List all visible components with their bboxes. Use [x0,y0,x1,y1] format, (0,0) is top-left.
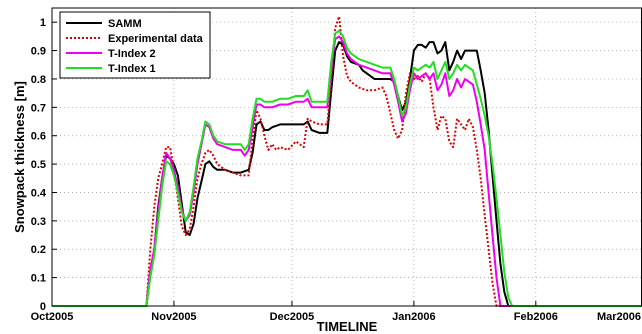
y-tick-label: 1 [40,17,46,29]
y-axis-title: Snowpack thickness [m] [12,81,27,233]
series-line-t-index-1 [52,29,642,307]
x-tick-label: Feb2006 [514,311,558,323]
y-tick-label: 0.3 [31,216,46,228]
x-tick-label: Nov2005 [151,311,196,323]
y-tick-label: 0.6 [31,131,46,143]
series-line-samm [52,41,642,307]
y-tick-label: 0.2 [31,244,46,256]
y-tick-label: 0.8 [31,74,46,86]
y-tick-label: 0.1 [31,273,46,285]
x-tick-label: Dec2005 [270,311,315,323]
y-tick-label: 0.9 [31,46,46,58]
x-tick-label: Oct2005 [31,311,74,323]
legend-label: Experimental data [108,33,204,45]
x-tick-label: Jan2006 [392,311,435,323]
y-tick-label: 0.5 [31,159,46,171]
series-line-experimental-data [52,15,642,307]
x-axis-title: TIMELINE [317,319,378,334]
y-tick-label: 0 [40,301,46,313]
x-tick-label: Mar2006 [597,311,641,323]
legend-label: T-Index 2 [108,48,156,60]
y-tick-label: 0.4 [31,187,47,199]
legend-label: T-Index 1 [108,63,156,75]
legend-label: SAMM [108,18,142,30]
y-tick-label: 0.7 [31,102,46,114]
